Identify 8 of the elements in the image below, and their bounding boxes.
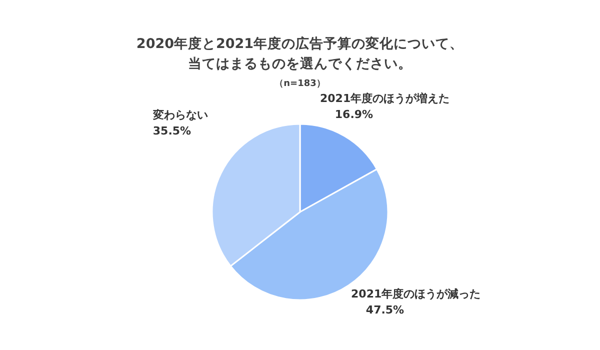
- slice-label: 2021年度のほうが減った: [351, 287, 481, 300]
- slice-label: 変わらない: [152, 108, 208, 122]
- chart-title: 2020年度と2021年度の広告予算の変化について、当てはまるものを選んでください。: [136, 35, 464, 72]
- data-label: 35.5%: [152, 124, 192, 138]
- slice-label: 2021年度のほうが増えた: [320, 92, 450, 105]
- chart-subtitle: （n=183）: [274, 79, 326, 89]
- data-label: 47.5%: [366, 303, 404, 316]
- data-label: 16.9%: [334, 108, 374, 121]
